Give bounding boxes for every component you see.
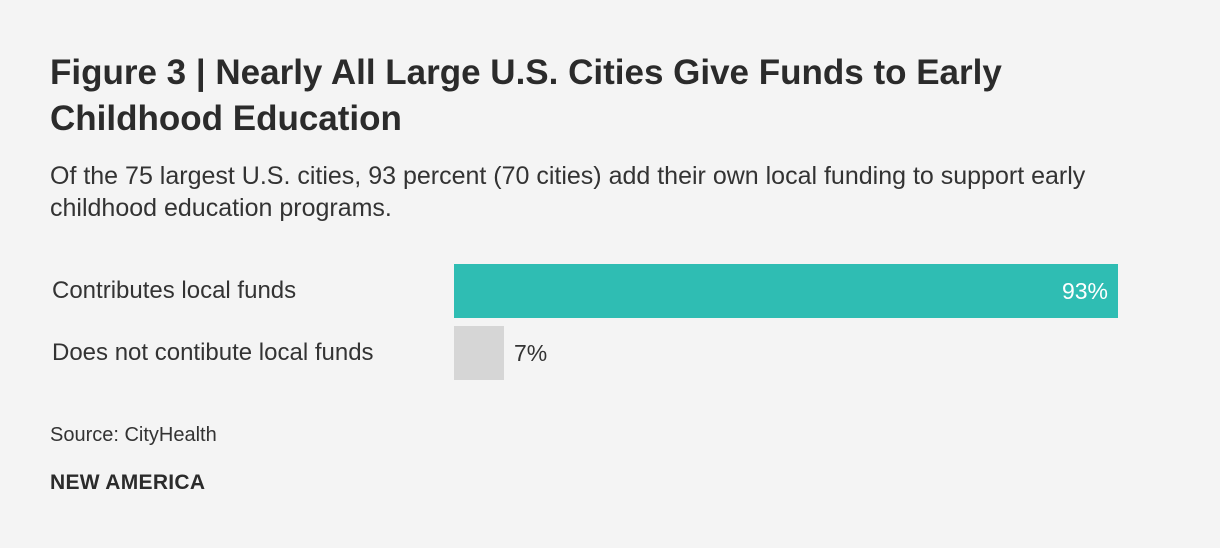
bar [454, 264, 1118, 318]
chart-subtitle: Of the 75 largest U.S. cities, 93 percen… [50, 162, 1086, 222]
category-label: Does not contibute local funds [52, 339, 374, 366]
bar-row: Contributes local funds 93% [0, 264, 1220, 318]
brand-name: NEW AMERICA [50, 471, 206, 494]
bar-chart: Contributes local funds 93% Does not conti… [0, 264, 1220, 388]
bar-row: Does not contibute local funds 7% [0, 326, 1220, 380]
chart-title: Figure 3 | Nearly All Large U.S. Cities … [50, 53, 1002, 138]
bar [454, 326, 504, 380]
category-label: Contributes local funds [52, 277, 297, 304]
source-note: Source: CityHealth [50, 424, 217, 446]
value-label: 7% [514, 340, 548, 366]
value-label: 93% [1061, 278, 1108, 304]
